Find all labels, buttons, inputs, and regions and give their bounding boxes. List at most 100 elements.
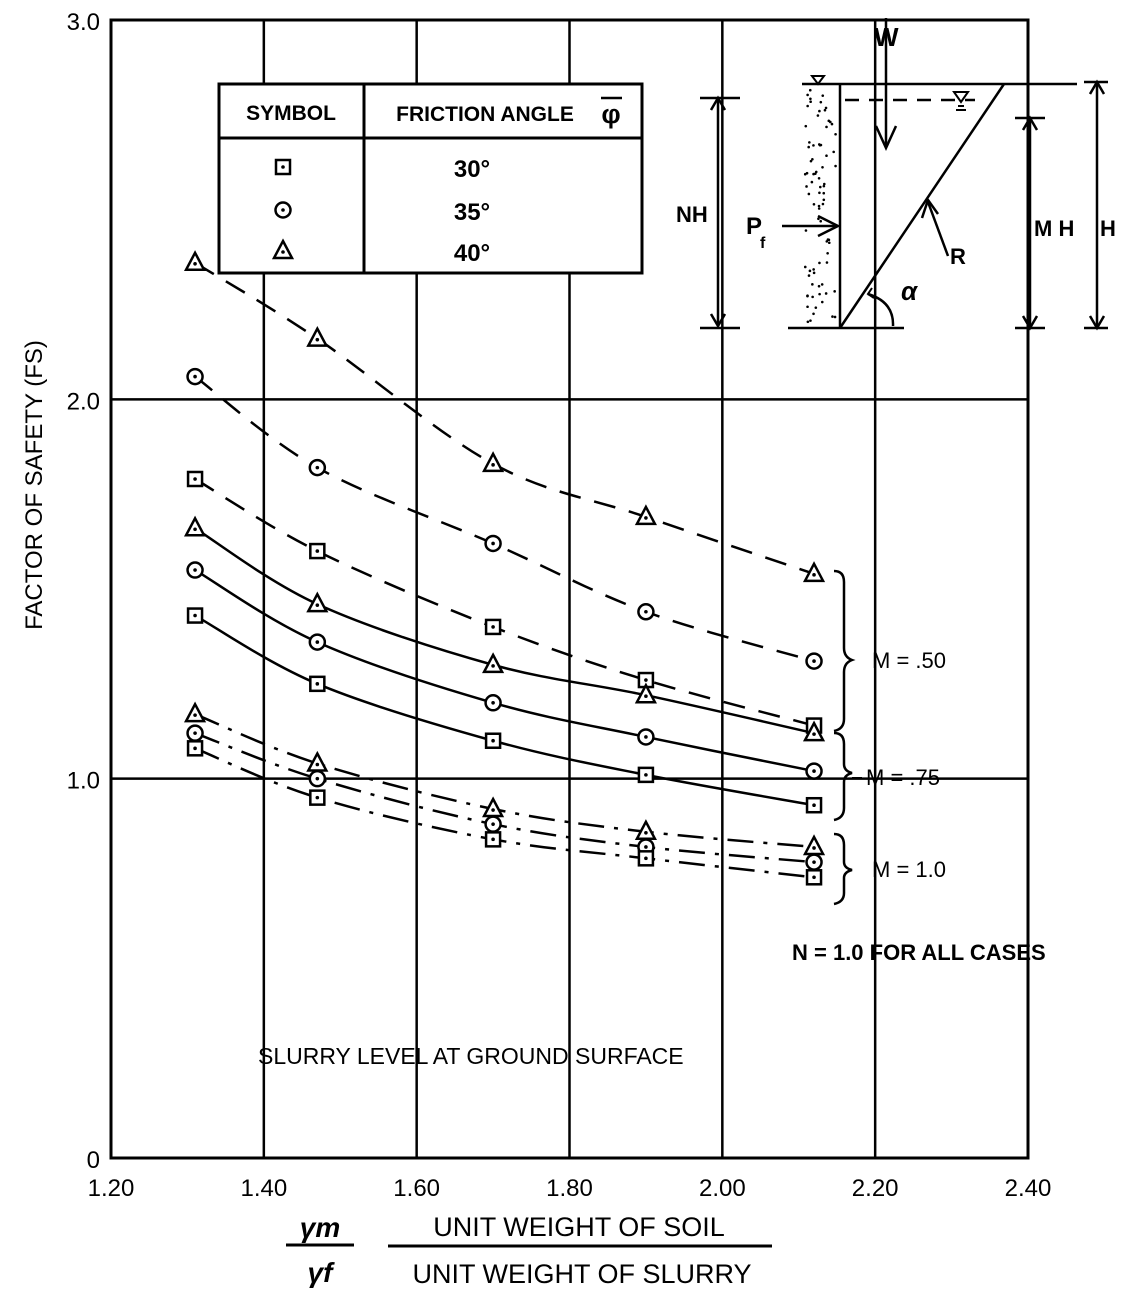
data-point-circle	[308, 633, 327, 651]
stipple-dot	[832, 150, 835, 154]
data-point-square	[484, 618, 502, 636]
marker-center-dot	[315, 776, 320, 781]
marker-center-dot	[193, 527, 197, 532]
stipple-dot	[826, 238, 830, 241]
marker-center-dot	[491, 463, 495, 467]
x-tick-label: 1.20	[88, 1175, 135, 1202]
r-arrow	[926, 201, 950, 257]
label-mh: M H	[1034, 216, 1074, 241]
stipple-dot	[818, 261, 821, 265]
slurry-trench-fill	[802, 84, 840, 328]
stipple-dot	[806, 294, 809, 298]
stipple-dot	[818, 292, 821, 296]
y-axis-title: FACTOR OF SAFETY (FS)	[21, 340, 48, 630]
stipple-dot	[812, 202, 816, 206]
legend-frame	[217, 82, 644, 275]
stipple-dot	[811, 283, 814, 286]
stipple-dot	[828, 120, 832, 124]
label-pf: P	[746, 213, 762, 240]
x-tick-label: 1.80	[546, 1175, 593, 1202]
marker-center-dot	[315, 337, 320, 342]
stipple-dot	[811, 157, 814, 161]
stipple-dot	[834, 132, 837, 136]
marker-center-dot	[812, 875, 816, 880]
stipple-dot	[825, 125, 828, 129]
stipple-dot	[818, 143, 822, 147]
data-point-square	[309, 542, 326, 560]
marker-center-dot	[812, 659, 816, 663]
series-line-triangle	[194, 261, 815, 576]
h-arrowheads-icon	[1088, 79, 1106, 331]
stipple-dot	[819, 100, 823, 104]
stipple-dot	[825, 154, 828, 158]
stipple-dot	[806, 104, 809, 108]
marker-center-dot	[315, 640, 320, 644]
stipple-dot	[818, 191, 821, 195]
stipple-dot	[808, 269, 812, 273]
data-point-circle	[637, 603, 655, 621]
triangle-marker-icon	[482, 652, 505, 674]
marker-center-dot	[644, 735, 648, 739]
marker-center-dot	[315, 682, 320, 686]
label-alpha: α	[901, 276, 919, 306]
label-r: R	[950, 244, 966, 269]
label-m75: M = .75	[866, 765, 940, 790]
marker-center-dot	[281, 208, 285, 212]
stipple-dot	[816, 114, 820, 117]
stipple-dot	[809, 159, 813, 163]
legend-entry-label: 40°	[454, 240, 490, 267]
x-tick-label: 2.40	[1005, 1175, 1052, 1202]
marker-center-dot	[644, 609, 648, 614]
data-point-triangle	[634, 682, 657, 704]
marker-center-dot	[193, 477, 197, 481]
alpha-arc-arrowhead-icon	[866, 287, 875, 299]
trench-stability-diagram: W NH P f R α M H H	[676, 18, 1116, 331]
data-point-circle	[186, 724, 204, 742]
stipple-dot	[834, 164, 837, 168]
stipple-dot	[812, 144, 815, 147]
slurry-level-icon	[810, 75, 826, 86]
x-ratio-denominator: γf	[308, 1257, 336, 1288]
label-w: W	[874, 22, 899, 52]
stipple-dot	[812, 271, 816, 275]
marker-center-dot	[812, 860, 816, 864]
marker-center-dot	[491, 701, 495, 705]
stipple-dot	[805, 171, 809, 175]
triangle-marker-icon	[802, 720, 826, 742]
brace-m50	[833, 569, 856, 733]
stipple-dot	[824, 106, 828, 110]
x-axis-title: γm γf UNIT WEIGHT OF SOIL UNIT WEIGHT OF…	[286, 1212, 772, 1289]
data-point-triangle	[306, 591, 329, 613]
stipple-dot	[806, 320, 810, 324]
data-point-square	[186, 470, 204, 488]
legend-entry-label: 35°	[454, 199, 490, 226]
brace-m75	[833, 731, 853, 822]
marker-center-dot	[193, 731, 197, 735]
stipple-dot	[831, 315, 834, 318]
y-tick-label: 0	[87, 1147, 100, 1174]
stipple-dot	[821, 94, 825, 97]
triangle-marker-icon	[634, 682, 657, 704]
marker-center-dot	[315, 549, 320, 553]
stipple-dot	[809, 319, 812, 322]
stipple-dot	[827, 241, 831, 245]
stipple-dot	[823, 108, 827, 112]
triangle-marker-icon	[802, 834, 826, 856]
marker-center-dot	[812, 803, 816, 808]
stipple-dot	[804, 229, 808, 232]
marker-center-dot	[491, 822, 495, 826]
triangle-marker-icon	[634, 504, 657, 526]
brace-m10	[833, 832, 853, 906]
y-tick-label: 1.0	[67, 768, 100, 795]
data-point-circle	[484, 694, 502, 712]
stipple-dot	[833, 315, 837, 319]
stipple-dot	[804, 124, 808, 128]
marker-center-dot	[315, 465, 320, 470]
marker-center-dot	[812, 846, 816, 850]
stipple-dot	[822, 191, 826, 195]
stipple-dot	[817, 176, 821, 180]
stipple-dot	[830, 122, 834, 126]
stipple-dot	[819, 219, 822, 223]
marker-center-dot	[315, 795, 320, 800]
